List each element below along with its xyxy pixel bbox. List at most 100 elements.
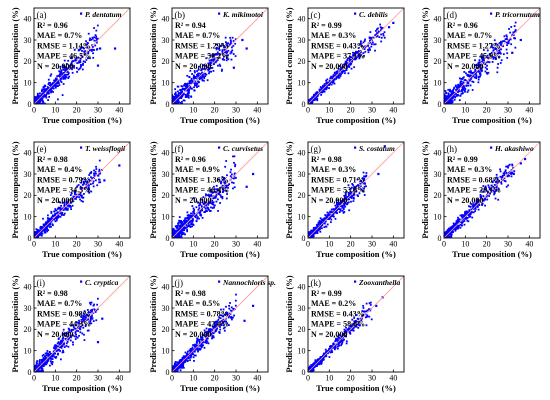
data-point [444, 232, 446, 235]
data-point [370, 37, 373, 40]
data-point [223, 181, 226, 184]
data-point [334, 204, 337, 207]
data-point [514, 29, 517, 31]
plot-frame [443, 7, 541, 105]
data-point [177, 93, 180, 96]
data-point [80, 316, 83, 318]
data-point [228, 183, 231, 186]
data-point [35, 237, 37, 238]
data-point [314, 230, 317, 233]
data-point [44, 89, 47, 92]
data-point [47, 353, 50, 355]
data-point [58, 70, 61, 73]
data-point [466, 219, 469, 222]
data-point [458, 99, 461, 102]
data-point [230, 173, 233, 176]
data-point [451, 96, 454, 99]
data-point [62, 74, 65, 77]
data-point [449, 95, 451, 98]
data-point [310, 99, 313, 102]
data-point [57, 215, 60, 217]
data-point [364, 182, 367, 185]
data-point [79, 328, 82, 331]
data-point [373, 43, 375, 46]
data-point [192, 210, 195, 213]
data-point [215, 43, 217, 46]
data-point [35, 368, 37, 371]
data-point [81, 196, 84, 199]
data-point [227, 45, 229, 48]
data-point [87, 51, 90, 53]
data-point [36, 362, 39, 365]
plot-frame [171, 7, 269, 105]
data-point [63, 343, 65, 346]
data-point [84, 325, 87, 328]
data-point [329, 217, 332, 219]
data-point [98, 178, 100, 181]
data-point [362, 190, 365, 193]
data-point [224, 41, 227, 44]
data-point [63, 76, 66, 79]
data-point [93, 27, 95, 29]
data-point [71, 71, 74, 74]
data-point [57, 80, 59, 83]
data-point [356, 51, 358, 54]
data-point [45, 229, 47, 232]
plot-frame [33, 7, 131, 105]
data-point [70, 62, 73, 65]
data-point [500, 59, 503, 62]
data-point [463, 220, 466, 222]
x-axis-label: True composition (%) [180, 249, 260, 259]
data-point [172, 97, 175, 100]
data-point [180, 222, 183, 225]
data-point [493, 183, 496, 186]
data-point [488, 61, 491, 64]
data-point [83, 339, 86, 342]
data-point [183, 220, 185, 222]
stat-rmse: RMSE = 0.68% [447, 175, 501, 184]
plot-frame [33, 141, 131, 239]
data-point [316, 232, 319, 234]
data-point [506, 56, 509, 59]
legend-marker [490, 12, 493, 15]
data-point [208, 195, 211, 198]
data-point [72, 200, 75, 203]
data-point [445, 100, 447, 103]
data-point [73, 197, 76, 200]
data-point [349, 192, 351, 195]
data-point [326, 78, 329, 81]
data-point [354, 187, 357, 190]
x-tick-label: 0 [170, 106, 174, 115]
data-point [183, 222, 186, 225]
data-point [353, 185, 356, 188]
data-point [347, 192, 350, 195]
data-point [468, 211, 471, 213]
data-point [38, 370, 41, 372]
data-point [471, 205, 474, 207]
data-point [198, 81, 200, 84]
data-point [192, 214, 195, 217]
data-point [74, 327, 77, 330]
data-point [481, 69, 484, 72]
data-point [218, 53, 221, 56]
data-point [353, 66, 356, 69]
data-point [447, 101, 450, 104]
data-point [177, 100, 180, 103]
data-point [323, 87, 326, 90]
y-axis-label: Predicted composition (%) [420, 7, 430, 104]
data-point [352, 51, 354, 54]
data-point [234, 163, 237, 166]
data-point [173, 97, 176, 100]
data-point [309, 236, 312, 238]
data-point [200, 213, 202, 216]
data-point [383, 145, 386, 148]
x-tick-label: 0 [306, 240, 310, 249]
data-point [65, 345, 68, 347]
stat-mape: MAPE = 53.8% [311, 186, 365, 195]
data-point [496, 71, 499, 74]
data-point [232, 182, 235, 184]
data-point [190, 77, 193, 80]
data-point [352, 194, 355, 197]
